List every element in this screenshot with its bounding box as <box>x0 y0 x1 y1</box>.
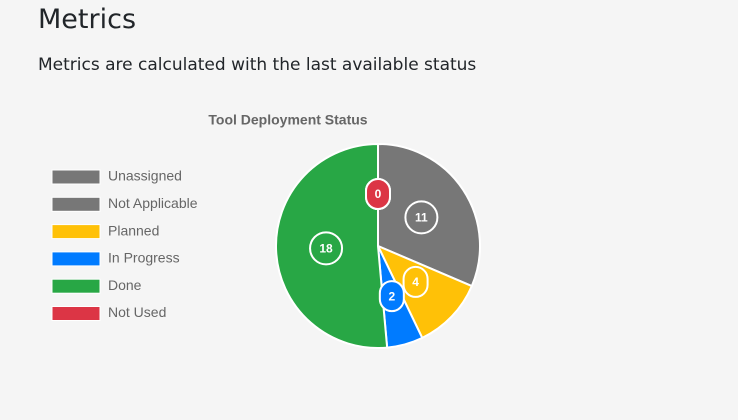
data-label: 18 <box>319 242 333 256</box>
data-label: 11 <box>415 211 428 225</box>
legend-swatch <box>51 278 101 294</box>
data-label-box <box>365 178 391 210</box>
legend-label: Not Used <box>108 304 166 320</box>
page-title: Metrics <box>38 4 137 35</box>
data-label-box <box>309 231 344 266</box>
chart-title: Tool Deployment Status <box>208 112 367 128</box>
data-label-box <box>402 265 429 298</box>
legend-swatch <box>51 224 101 240</box>
data-label-box <box>378 280 405 313</box>
legend-swatch <box>51 306 101 321</box>
data-label-box <box>404 200 439 235</box>
legend-swatch <box>51 169 101 185</box>
legend-label: In Progress <box>108 250 180 266</box>
data-label: 4 <box>412 275 419 289</box>
legend-label: Planned <box>108 222 159 238</box>
legend-label: Done <box>108 277 142 293</box>
data-label: 0 <box>375 187 382 201</box>
legend-swatch <box>51 251 101 267</box>
legend-label: Not Applicable <box>108 195 198 211</box>
legend-label: Unassigned <box>108 168 182 184</box>
page-subtitle: Metrics are calculated with the last ava… <box>38 55 477 75</box>
data-label: 2 <box>388 289 395 303</box>
legend-swatch <box>51 196 101 212</box>
